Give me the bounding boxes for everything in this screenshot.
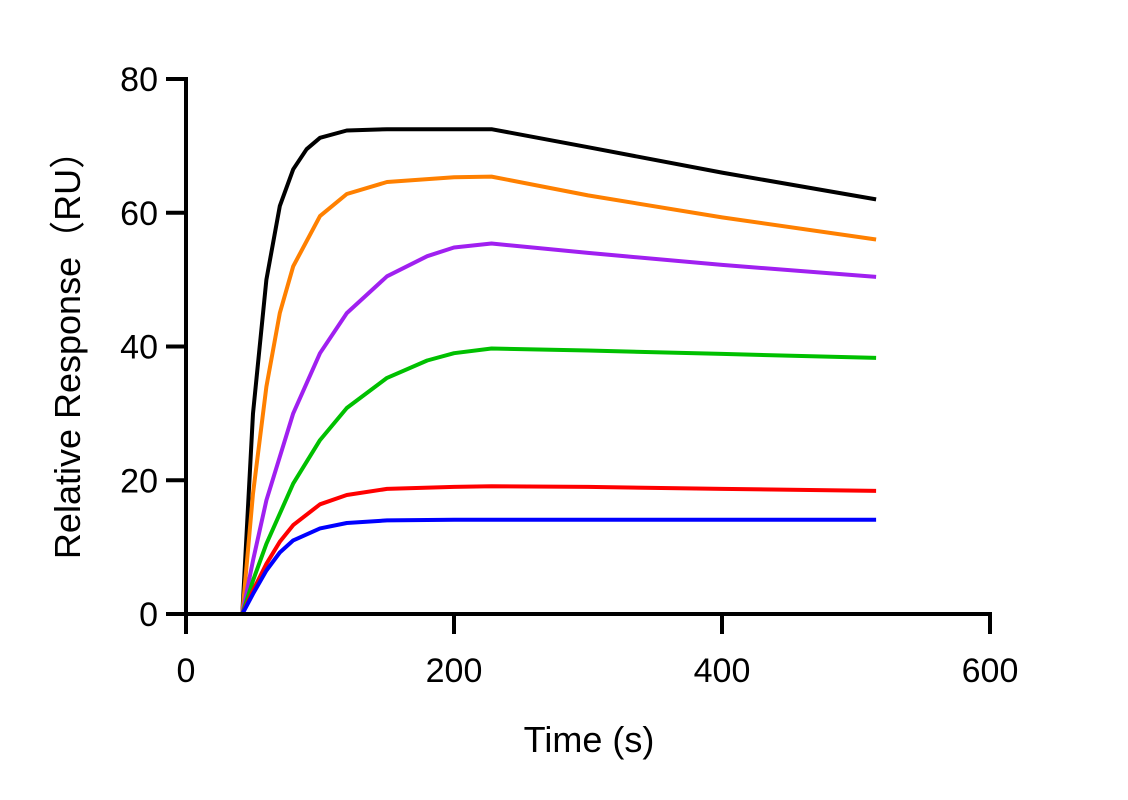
series-line-6	[186, 517, 877, 616]
x-tick-label: 400	[694, 652, 751, 690]
y-tick-label: 0	[139, 596, 158, 634]
y-tick-label: 80	[120, 61, 158, 99]
y-tick-label: 60	[120, 195, 158, 233]
series-layer	[186, 127, 877, 616]
x-tick-label: 200	[426, 652, 483, 690]
series-line-5	[186, 484, 877, 616]
x-tick-label: 0	[177, 652, 196, 690]
x-axis-title: Time (s)	[524, 719, 655, 760]
ticks-layer: 0 200 400 600 0 20 40 60 80	[120, 61, 1018, 690]
y-tick-label: 40	[120, 329, 158, 367]
y-axis-title: Relative Response（RU）	[47, 133, 88, 559]
series-line-4	[186, 346, 877, 616]
series-line-3	[186, 241, 877, 616]
y-tick-label: 20	[120, 462, 158, 500]
series-line-2	[186, 174, 877, 616]
series-line-1	[186, 127, 877, 616]
x-tick-label: 600	[962, 652, 1019, 690]
